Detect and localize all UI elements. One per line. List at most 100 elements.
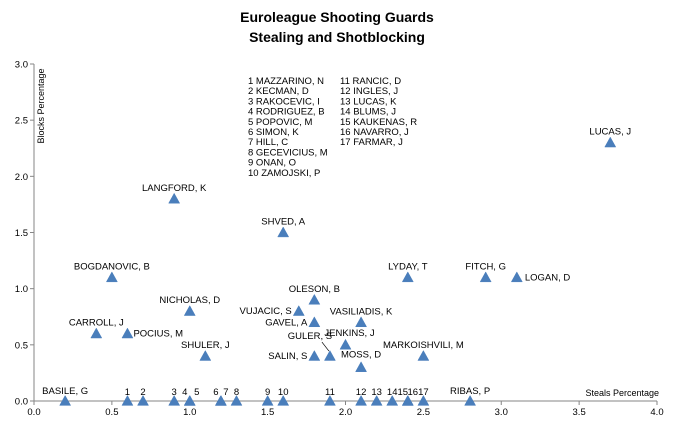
- data-point: [308, 350, 321, 361]
- data-label: RIBAS, P: [450, 386, 490, 397]
- data-point: [105, 271, 118, 283]
- legend-key-entry: 11 RANCIC, D: [340, 76, 401, 87]
- data-label: 12: [356, 387, 367, 398]
- data-label: VUJACIC, S: [240, 306, 292, 317]
- data-point: [183, 394, 196, 406]
- x-tick-label: 2.0: [339, 407, 352, 418]
- leader-line: [321, 341, 330, 352]
- data-point: [214, 394, 227, 406]
- data-point: [308, 293, 321, 305]
- legend-key-entry: 14 BLUMS, J: [340, 107, 396, 118]
- data-label: SALIN, S: [268, 351, 307, 362]
- data-label: NICHOLAS, D: [159, 295, 220, 306]
- data-point: [59, 394, 72, 406]
- data-label: 2: [140, 387, 145, 398]
- data-label: POCIUS, M: [133, 329, 183, 340]
- legend-key-entry: 6 SIMON, K: [248, 127, 299, 138]
- legend-key-entry: 2 KECMAN, D: [248, 86, 309, 97]
- data-point: [355, 316, 367, 328]
- x-tick-label: 1.0: [183, 407, 196, 418]
- data-label: MOSS, D: [341, 349, 381, 360]
- axes: 0.0 0.5 1.0 1.5 2.0 2.5 3.0 3.5 4.0 0.0 0.5 1.0 1.5 2…: [15, 60, 664, 419]
- x-axis-title: Steals Percentage: [585, 388, 659, 398]
- legend-key-entry: 9 ONAN, O: [248, 158, 296, 169]
- y-tick-label: 0.0: [15, 397, 28, 408]
- data-label: GAVEL, A: [265, 317, 308, 328]
- data-label: 5: [194, 387, 199, 398]
- data-point: [324, 350, 336, 361]
- legend-key-entry: 15 KAUKENAS, R: [340, 117, 417, 128]
- y-tick-label: 1.5: [15, 228, 28, 239]
- data-point: [386, 394, 399, 406]
- data-point: [370, 394, 383, 406]
- x-tick-label: 3.0: [495, 407, 508, 418]
- y-tick-label: 1.0: [15, 284, 28, 295]
- data-label: 15: [398, 387, 409, 398]
- data-point: [292, 305, 305, 316]
- data-point: [277, 226, 290, 238]
- data-label: BASILE, G: [42, 386, 88, 397]
- legend-key-entry: 13 LUCAS, K: [340, 96, 397, 107]
- data-labels: LUCAS, J LANGFORD, K SHVED, A BOGDANOVIC, B…: [42, 127, 631, 398]
- data-label: 6: [213, 387, 218, 398]
- data-point: [464, 394, 477, 406]
- data-point: [137, 394, 149, 406]
- data-label: LUCAS, J: [589, 127, 631, 138]
- data-point: [604, 136, 617, 148]
- data-label: 10: [278, 387, 289, 398]
- x-tick-label: 2.5: [417, 407, 430, 418]
- data-label: 3: [172, 387, 177, 398]
- data-label: OLESON, B: [289, 284, 340, 295]
- data-label: LOGAN, D: [525, 272, 571, 283]
- legend-key-entry: 12 INGLES, J: [340, 86, 398, 97]
- legend-key-entry: 1 MAZZARINO, N: [248, 76, 324, 87]
- data-point: [183, 305, 196, 316]
- x-tick-label: 0.0: [27, 407, 40, 418]
- data-point: [261, 394, 274, 406]
- data-label: 11: [325, 387, 335, 398]
- data-label: 7: [223, 387, 228, 398]
- data-point: [324, 394, 336, 406]
- data-point: [355, 361, 367, 372]
- data-label: SHVED, A: [261, 217, 305, 228]
- data-label: SHULER, J: [181, 340, 230, 351]
- data-label: 16: [408, 387, 419, 398]
- legend-key-entry: 7 HILL, C: [248, 137, 288, 148]
- legend-key-entry: 5 POPOVIC, M: [248, 117, 312, 128]
- y-tick-label: 3.0: [15, 60, 28, 71]
- data-point: [90, 327, 103, 339]
- data-label: 1: [125, 387, 130, 398]
- data-label: 17: [418, 387, 429, 398]
- data-label: GULER, S: [288, 331, 332, 342]
- data-label: LANGFORD, K: [142, 183, 207, 194]
- data-label: LYDAY, T: [388, 261, 428, 272]
- data-point: [230, 394, 243, 406]
- data-label: VASILIADIS, K: [330, 306, 393, 317]
- data-label: 14: [387, 387, 398, 398]
- data-point: [417, 350, 430, 361]
- data-point: [401, 271, 414, 283]
- data-point: [121, 394, 134, 406]
- x-tick-label: 4.0: [650, 407, 663, 418]
- data-point: [401, 394, 414, 406]
- data-label: BOGDANOVIC, B: [74, 261, 150, 272]
- data-point: [168, 394, 181, 406]
- y-tick-label: 2.5: [15, 116, 28, 127]
- data-point: [417, 394, 430, 406]
- data-label: 9: [265, 387, 270, 398]
- y-tick-label: 2.0: [15, 172, 28, 183]
- data-label: CARROLL, J: [69, 318, 124, 329]
- data-point: [355, 394, 367, 406]
- chart-subtitle: Stealing and Shotblocking: [249, 29, 425, 45]
- legend-key-entry: 3 RAKOCEVIC, I: [248, 96, 320, 107]
- legend-key-entry: 4 RODRIGUEZ, B: [248, 107, 325, 118]
- data-point: [479, 271, 492, 283]
- x-tick-label: 1.5: [261, 407, 274, 418]
- data-point: [168, 192, 181, 204]
- data-point: [510, 271, 523, 283]
- legend-key: 1 MAZZARINO, N2 KECMAN, D3 RAKOCEVIC, I4…: [248, 76, 417, 179]
- legend-key-entry: 16 NAVARRO, J: [340, 127, 409, 138]
- x-tick-label: 3.5: [573, 407, 586, 418]
- legend-key-entry: 8 GECEVICIUS, M: [248, 147, 328, 158]
